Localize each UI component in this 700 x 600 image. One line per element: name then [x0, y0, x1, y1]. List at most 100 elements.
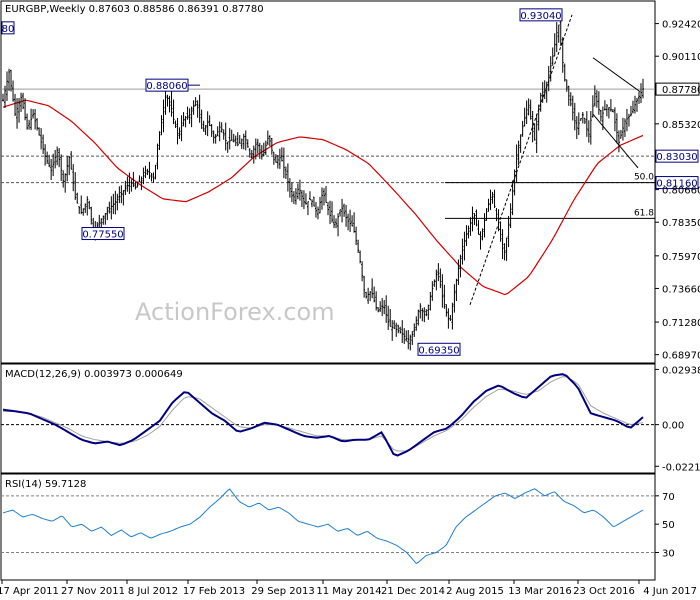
price-bar — [607, 107, 610, 119]
price-bar — [190, 106, 193, 128]
price-bar — [294, 188, 297, 205]
price-bar — [425, 309, 428, 317]
price-bar — [124, 180, 127, 195]
price-bar — [409, 334, 412, 351]
price-bar — [98, 214, 101, 228]
price-bar — [274, 154, 277, 163]
price-bar — [146, 168, 149, 176]
price-bar — [272, 151, 275, 165]
price-bar — [250, 150, 253, 159]
macd-line — [2, 373, 644, 457]
price-bar — [248, 148, 251, 158]
price-bar — [216, 126, 219, 137]
price-bar — [32, 109, 35, 119]
price-bar — [174, 120, 177, 128]
price-bar — [312, 196, 315, 207]
price-bar — [523, 107, 526, 127]
price-bar — [517, 140, 520, 166]
price-bar — [276, 154, 279, 169]
price-bar — [240, 138, 243, 150]
price-bar — [84, 203, 87, 214]
price-bar — [180, 115, 183, 142]
x-tick-label: 2 Aug 2015 — [446, 586, 504, 597]
price-bar — [623, 118, 626, 137]
price-bar — [479, 231, 482, 250]
level-box-label-1: 0.81160 — [656, 179, 697, 190]
price-bar — [461, 238, 464, 265]
x-tick-label: 21 Dec 2014 — [381, 586, 445, 597]
price-bar — [567, 85, 570, 106]
price-bar — [407, 330, 410, 350]
price-bar — [353, 212, 356, 233]
price-bar — [234, 135, 237, 147]
price-bar — [52, 153, 55, 177]
price-bar — [226, 141, 229, 153]
price-bar — [439, 268, 442, 289]
fib-label-1: 61.8 — [634, 208, 654, 218]
price-bar — [449, 315, 452, 321]
price-bar — [252, 145, 255, 164]
price-bar — [531, 110, 534, 143]
x-tick-label: 4 Jun 2017 — [643, 586, 697, 597]
price-bar — [419, 303, 422, 319]
price-bar — [405, 330, 408, 342]
price-bar — [140, 176, 143, 191]
price-bar — [110, 196, 113, 220]
price-bar — [533, 123, 536, 141]
price-bar — [134, 181, 137, 190]
price-bar — [549, 56, 552, 82]
price-bar — [72, 164, 75, 192]
price-bar — [264, 140, 267, 155]
x-tick-label: 8 Jul 2012 — [128, 586, 178, 597]
price-bar — [437, 263, 440, 282]
price-bar — [150, 173, 153, 182]
price-bar — [296, 183, 299, 200]
price-bar — [463, 231, 466, 261]
price-bar — [573, 102, 576, 131]
price-bar — [637, 91, 640, 104]
price-bar — [304, 193, 307, 205]
price-bar — [144, 165, 147, 179]
price-bar — [345, 204, 348, 227]
price-bar — [599, 109, 602, 122]
price-panel-frame — [0, 0, 656, 364]
price-bar — [433, 279, 436, 287]
price-label-0: 80 — [2, 24, 15, 35]
price-bar — [443, 284, 446, 309]
price-bar — [625, 108, 628, 132]
price-bar — [188, 108, 191, 124]
price-bar — [254, 138, 257, 160]
price-bar — [44, 144, 47, 166]
price-bar — [284, 166, 287, 180]
price-bar — [591, 95, 594, 118]
price-bar — [116, 193, 119, 211]
price-bar — [475, 209, 478, 227]
y-tick-label: 0.85320 — [662, 120, 700, 131]
price-bar — [453, 284, 456, 313]
x-tick-label: 27 Nov 2011 — [61, 586, 125, 597]
price-bar — [335, 218, 338, 229]
price-bar — [535, 113, 538, 154]
price-bar — [521, 120, 524, 137]
x-tick-label: 13 Mar 2016 — [508, 586, 571, 597]
price-bar — [196, 100, 199, 118]
price-bar — [38, 127, 41, 136]
price-bar — [260, 145, 263, 160]
price-bar — [14, 93, 17, 116]
price-bar — [399, 326, 402, 334]
price-bar — [212, 130, 215, 144]
price-bar — [76, 192, 79, 204]
price-bar — [489, 189, 492, 211]
y-tick-label: 0.71280 — [662, 318, 700, 329]
price-bar — [152, 172, 155, 183]
price-bar — [499, 221, 502, 242]
price-bar — [597, 91, 600, 115]
price-bar — [519, 134, 522, 153]
x-tick-label: 17 Feb 2013 — [183, 586, 245, 597]
price-bar — [142, 167, 145, 185]
price-bar — [288, 178, 291, 198]
price-bar — [355, 226, 358, 246]
price-bar — [26, 113, 29, 130]
price-bar — [198, 94, 201, 123]
price-labels: 80 0.88060 0.77550 0.69350 0.93040 — [1, 8, 563, 356]
